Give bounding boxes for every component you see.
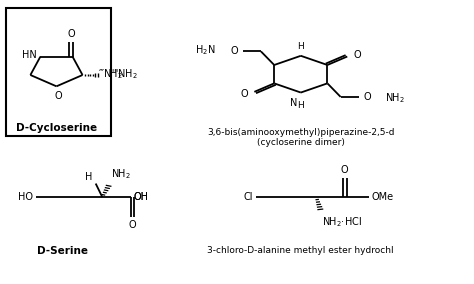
Text: ‴NH$_2$: ‴NH$_2$ [98, 68, 123, 81]
Text: OMe: OMe [372, 192, 394, 202]
Text: O: O [128, 220, 136, 230]
Text: ""NH$_2$: ""NH$_2$ [109, 68, 138, 81]
Text: O: O [241, 89, 248, 99]
Text: D-Cycloserine: D-Cycloserine [16, 124, 97, 133]
Text: OH: OH [134, 192, 148, 202]
Text: HN: HN [22, 50, 36, 60]
Text: O: O [231, 46, 238, 56]
Text: 3,6-bis(aminooxymethyl)piperazine-2,5-d: 3,6-bis(aminooxymethyl)piperazine-2,5-d [207, 128, 394, 137]
Text: N: N [290, 98, 297, 108]
Text: 3-chloro-D-alanine methyl ester hydrochl: 3-chloro-D-alanine methyl ester hydrochl [208, 246, 394, 255]
Text: NH$_2$: NH$_2$ [111, 167, 131, 181]
Text: Cl: Cl [244, 192, 253, 202]
Text: H: H [85, 172, 93, 182]
Text: H: H [297, 42, 304, 51]
Text: O: O [354, 50, 361, 60]
Text: OH: OH [134, 192, 148, 202]
Text: D-Serine: D-Serine [36, 246, 88, 256]
Text: O: O [341, 165, 348, 175]
Text: H$_2$N: H$_2$N [195, 43, 216, 57]
Text: (cycloserine dimer): (cycloserine dimer) [257, 138, 345, 147]
Text: O: O [67, 29, 75, 39]
Text: O: O [54, 91, 62, 101]
Text: NH$_2$: NH$_2$ [384, 91, 404, 105]
Text: H: H [297, 101, 304, 110]
Text: NH$_2$·HCl: NH$_2$·HCl [322, 215, 362, 229]
Text: HO: HO [18, 192, 33, 202]
Text: O: O [364, 93, 371, 103]
